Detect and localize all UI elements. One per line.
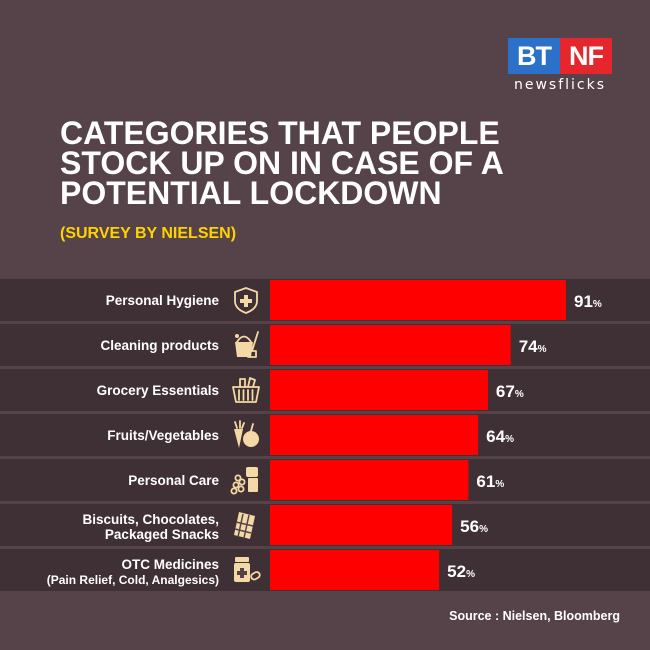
category-label-line: Personal Care <box>128 473 219 488</box>
chart-bar <box>270 415 479 455</box>
chart-bar <box>270 280 566 320</box>
logo-subtitle: newsflicks <box>513 77 607 93</box>
category-label-line: Cleaning products <box>100 338 219 353</box>
logo-nf: NF <box>560 38 612 74</box>
data-label-value: 52 <box>447 562 466 581</box>
source-note: Source : Nielsen, Bloomberg <box>449 609 620 623</box>
category-label-line: Packaged Snacks <box>105 527 219 542</box>
data-label: 52% <box>447 562 475 581</box>
category-label: Biscuits, Chocolates, Packaged Snacks <box>82 512 219 542</box>
data-label: 91% <box>574 292 602 311</box>
category-label: Fruits/Vegetables <box>107 428 219 443</box>
category-label-line: Fruits/Vegetables <box>107 428 219 443</box>
medicine-icon <box>234 557 261 582</box>
chocolate-bar-icon <box>234 512 255 539</box>
fruits-vegetables-icon <box>234 420 259 448</box>
data-label-suffix: % <box>593 299 602 310</box>
chart-bar <box>270 370 488 410</box>
data-label-value: 91 <box>574 292 593 311</box>
data-label: 61% <box>476 472 504 491</box>
data-label-value: 56 <box>460 517 479 536</box>
data-label-suffix: % <box>538 344 547 355</box>
data-label-suffix: % <box>515 389 524 400</box>
category-label-line: (Pain Relief, Cold, Analgesics) <box>47 573 219 587</box>
data-label-value: 74 <box>519 337 538 356</box>
data-label-suffix: % <box>505 434 514 445</box>
category-label-line: Biscuits, Chocolates, <box>82 512 219 527</box>
data-label: 67% <box>496 382 524 401</box>
data-label: 56% <box>460 517 488 536</box>
data-label-value: 64 <box>486 427 505 446</box>
chart-bar <box>270 505 453 545</box>
chart-bar <box>270 325 511 365</box>
data-label-suffix: % <box>495 479 504 490</box>
category-label: Cleaning products <box>100 338 219 353</box>
data-label: 64% <box>486 427 514 446</box>
category-label: Personal Care <box>128 473 219 488</box>
chart-subtitle: (SURVEY BY NIELSEN) <box>60 225 237 242</box>
chart-title: CATEGORIES THAT PEOPLE STOCK UP ON IN CA… <box>60 115 503 211</box>
category-label-line: Personal Hygiene <box>106 293 220 308</box>
data-label: 74% <box>519 337 547 356</box>
data-label-suffix: % <box>479 524 488 535</box>
chart-bar <box>270 550 440 590</box>
grocery-basket-icon <box>232 377 260 403</box>
data-label-value: 67 <box>496 382 515 401</box>
category-label: Grocery Essentials <box>97 383 219 398</box>
category-label-line: OTC Medicines <box>121 557 219 572</box>
category-label-line: Grocery Essentials <box>97 383 219 398</box>
data-label-suffix: % <box>466 569 475 580</box>
logo-box: BT NF <box>508 38 612 74</box>
category-label: Personal Hygiene <box>106 293 220 308</box>
logo-bt: BT <box>508 38 560 74</box>
category-label: OTC Medicines (Pain Relief, Cold, Analges… <box>47 557 219 587</box>
shield-icon <box>234 287 258 314</box>
chart-bar <box>270 460 469 500</box>
brand-logo: BT NF newsflicks <box>508 38 612 93</box>
data-label-value: 61 <box>476 472 495 491</box>
cleaning-bucket-icon <box>235 331 259 358</box>
personal-care-icon <box>230 467 258 495</box>
